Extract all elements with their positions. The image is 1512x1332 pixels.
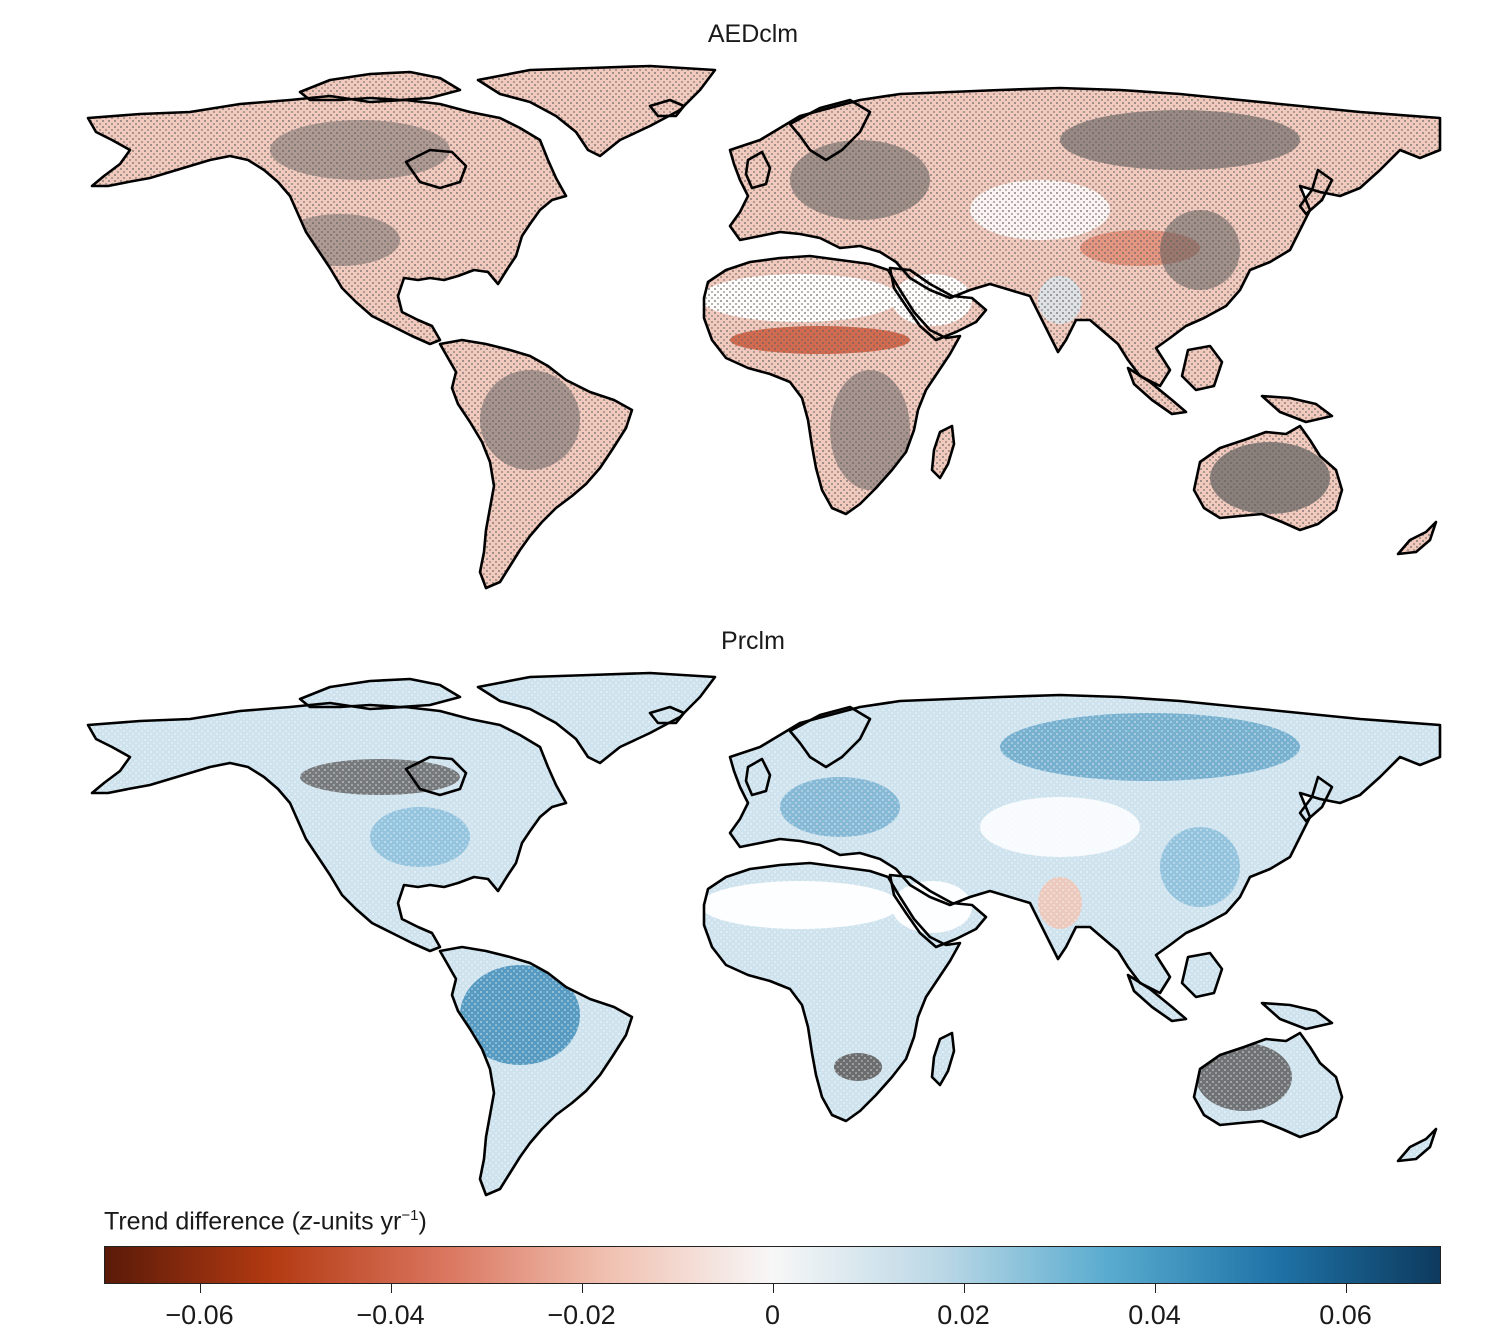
coastline-uk (744, 757, 772, 797)
coastline-newZealand (1396, 520, 1438, 556)
pixel-texture (88, 66, 1440, 588)
coastline-hudson (404, 148, 468, 190)
panel-title-aedclm: AEDclm (707, 20, 799, 48)
coastline-northAmerica (86, 701, 568, 953)
colorbar-tick-mark (963, 1284, 965, 1293)
colorbar-title: Trend difference (z-units yr−1) (104, 1207, 427, 1236)
coastline-iceland (648, 705, 686, 725)
coastline-borneo (1180, 951, 1224, 999)
colorbar-tick-mark (1345, 1284, 1347, 1293)
coastline-japan (1298, 168, 1334, 216)
coastline-southAmerica (438, 945, 634, 1197)
coastline-madagascar (930, 424, 956, 480)
coastline-scandinavia (788, 705, 872, 769)
map-prclm (86, 671, 1442, 1197)
colorbar-tick-label: −0.02 (547, 1300, 616, 1330)
coastline-madagascar (930, 1031, 956, 1087)
coastline-layer (86, 64, 1442, 590)
colorbar-tick-label: −0.06 (165, 1300, 234, 1330)
land-layer (88, 673, 1440, 1195)
land-layer (88, 66, 1440, 588)
coastline-australia (1192, 1031, 1344, 1139)
coastline-greenland (476, 64, 717, 158)
colorbar-title-prefix: Trend difference ( (104, 1207, 300, 1236)
colorbar-title-var: z (299, 1207, 313, 1236)
coastline-newGuinea (1260, 394, 1334, 424)
coastline-scandinavia (788, 98, 872, 162)
colorbar-title-exp: −1 (401, 1207, 419, 1224)
colorbar-tick-label: −0.04 (356, 1300, 425, 1330)
colorbar-tick-label: 0.04 (1128, 1300, 1181, 1330)
coastline-borneo (1180, 344, 1224, 392)
colorbar-tick-mark (581, 1284, 583, 1293)
coastline-newZealand (1396, 1127, 1438, 1163)
coastline-africa (702, 254, 962, 516)
map-aedclm (86, 64, 1442, 590)
coastline-arctic (298, 70, 462, 102)
coastline-northAmerica (86, 94, 568, 346)
coastline-uk (744, 150, 772, 190)
colorbar-tick-mark (390, 1284, 392, 1293)
coastline-greenland (476, 671, 717, 765)
colorbar (104, 1246, 1441, 1284)
colorbar-tick-label: 0.06 (1319, 1300, 1372, 1330)
colorbar-title-suffix: ) (418, 1207, 427, 1236)
coastline-arctic (298, 677, 462, 709)
coastline-newGuinea (1260, 1001, 1334, 1031)
coastline-iceland (648, 98, 686, 118)
coastline-layer (86, 671, 1442, 1197)
coastline-eurasia (728, 86, 1442, 388)
coastline-eurasia (728, 693, 1442, 995)
coastline-hudson (404, 755, 468, 797)
colorbar-tick-mark (772, 1284, 774, 1293)
trend-field (88, 673, 1440, 1195)
colorbar-tick-mark (199, 1284, 201, 1293)
coastline-arabia (888, 873, 988, 949)
coastline-japan (1298, 775, 1334, 823)
coastline-southAmerica (438, 338, 634, 590)
trend-field (88, 66, 1440, 588)
pixel-texture (88, 673, 1440, 1195)
colorbar-tick-label: 0 (764, 1300, 781, 1330)
panel-title-prclm: Prclm (721, 627, 785, 655)
coastline-australia (1192, 424, 1344, 532)
coastline-sumatra (1126, 366, 1188, 416)
colorbar-tick-label: 0.02 (937, 1300, 990, 1330)
coastline-arabia (888, 266, 988, 342)
colorbar-tick-mark (1154, 1284, 1156, 1293)
coastline-africa (702, 861, 962, 1123)
coastline-sumatra (1126, 973, 1188, 1023)
colorbar-title-mid: -units yr (312, 1207, 402, 1236)
